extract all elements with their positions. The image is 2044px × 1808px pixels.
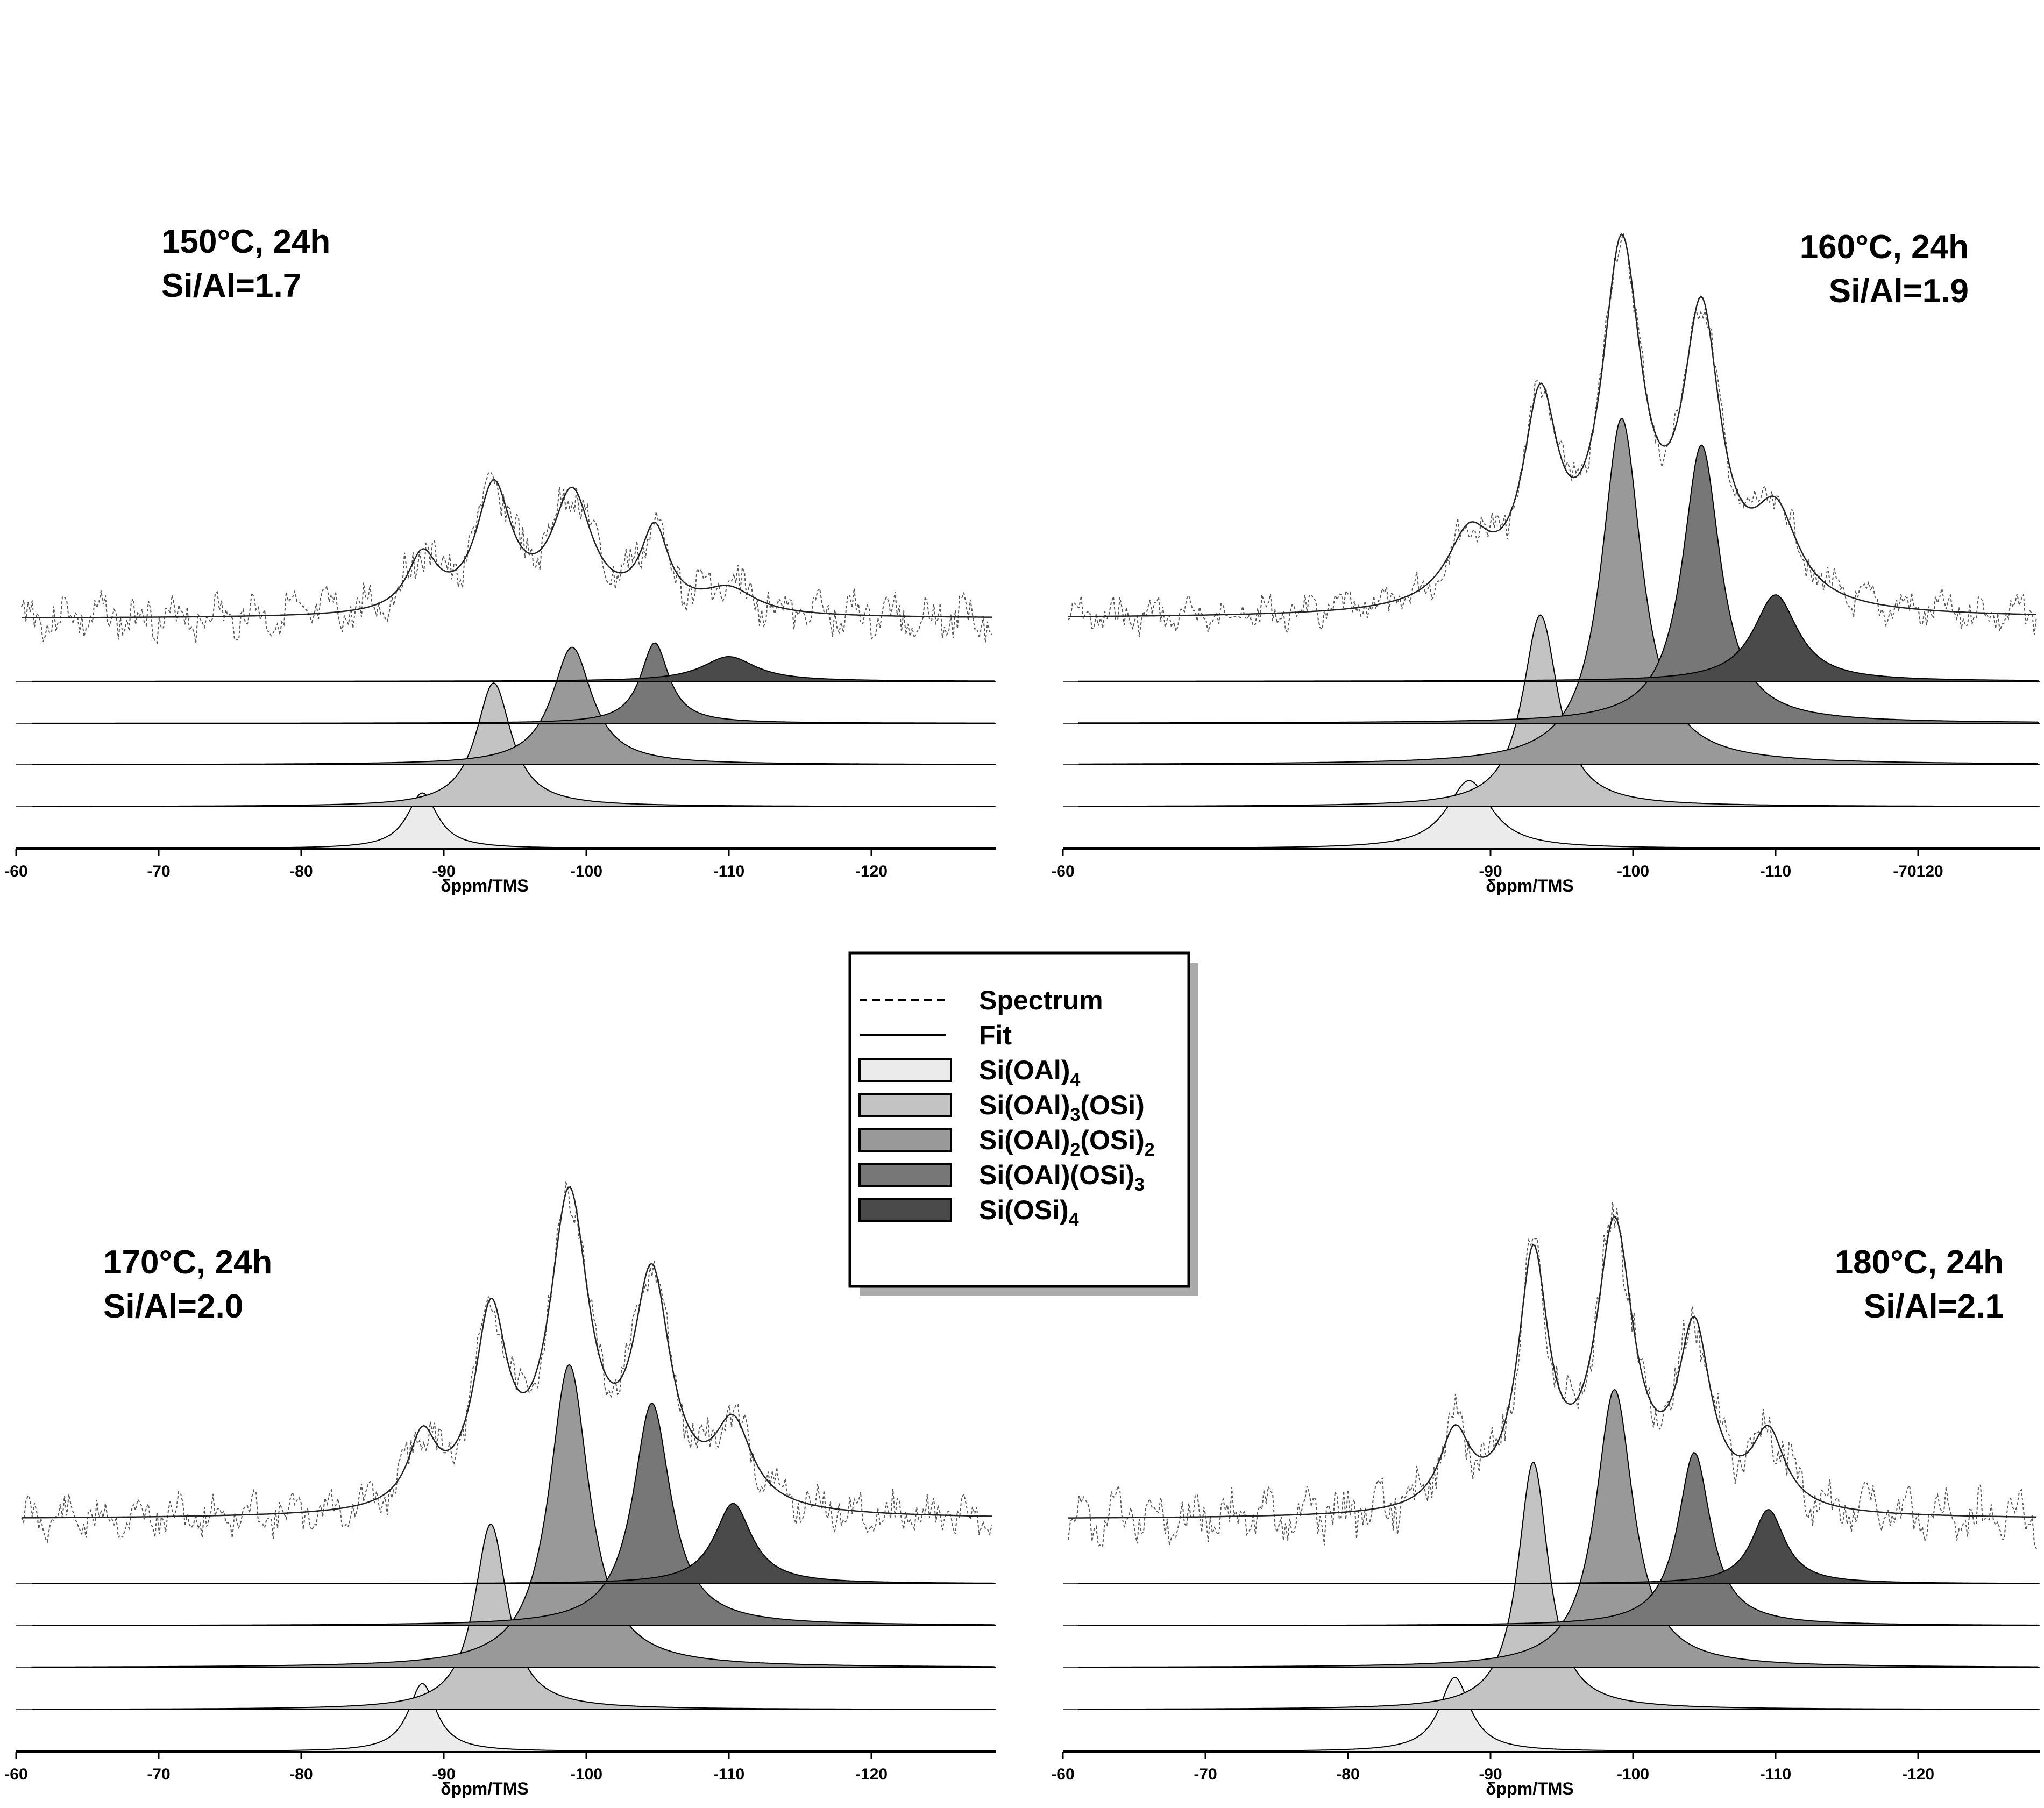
peak-si-osi-4 (1078, 1509, 2039, 1584)
condition-label: Si/Al=1.9 (1829, 273, 1969, 310)
x-tick-label: -120 (855, 863, 888, 880)
peak-si-oal--osi-3 (32, 1402, 997, 1626)
spectrum-panel-bottom-left: -60 -70 -80 -90 -100 -110 -120 δppm/TMS 170°C, 2… (4, 1181, 997, 1798)
peak-si-osi-4 (1078, 594, 2040, 682)
legend-label: Fit (979, 1020, 1012, 1050)
x-tick-label: -70120 (1893, 863, 1943, 880)
legend-swatch (858, 1128, 952, 1152)
condition-label: 150°C, 24h (161, 223, 330, 260)
condition-label: Si/Al=2.1 (1864, 1288, 2004, 1325)
x-tick-label: -90 (1479, 1766, 1502, 1783)
peak-si-oal--osi-3 (1078, 444, 2040, 724)
x-tick-label: -70 (147, 863, 170, 880)
condition-label: 170°C, 24h (103, 1244, 272, 1281)
x-tick-label: -100 (570, 1766, 602, 1783)
x-tick-label: -60 (4, 863, 27, 880)
x-tick-label: -60 (1051, 863, 1074, 880)
legend-label: Si(OSi)4 (979, 1195, 1079, 1230)
peak-si-oal--osi-3 (32, 642, 996, 724)
x-tick-label: -70 (147, 1766, 170, 1783)
x-tick-label: -80 (289, 863, 313, 880)
spectrum-curve (1068, 1202, 2037, 1549)
peak-si-oal-2-osi-2 (32, 1364, 997, 1668)
peak-si-osi-4 (32, 656, 996, 682)
x-tick-label: -100 (1617, 1766, 1649, 1783)
x-axis-label: δppm/TMS (441, 876, 528, 895)
x-tick-label: -120 (855, 1766, 888, 1783)
legend-swatch (858, 1058, 952, 1082)
x-axis-label: δppm/TMS (1486, 876, 1573, 895)
x-tick-label: -110 (713, 1766, 744, 1783)
legend: Spectrum Fit Si(OAl)4Si(OAl)3(OSi)Si(OAl)2… (848, 951, 1198, 1296)
peak-si-oal--osi-3 (1078, 1452, 2039, 1626)
legend-swatch (858, 1093, 952, 1117)
peak-si-osi-4 (32, 1503, 996, 1584)
legend-swatch (858, 1163, 952, 1187)
condition-label: 180°C, 24h (1835, 1244, 2004, 1281)
legend-box (848, 951, 1190, 1288)
x-tick-label: -80 (289, 1766, 313, 1783)
condition-label: Si/Al=1.7 (161, 267, 301, 304)
x-tick-label: -90 (1479, 863, 1502, 880)
legend-label: Si(OAl)4 (979, 1055, 1080, 1090)
x-tick-label: -70 (1194, 1766, 1217, 1783)
x-tick-label: -80 (1336, 1766, 1359, 1783)
spectrum-curve (21, 1181, 992, 1543)
peak-si-oal-3-osi- (32, 682, 996, 807)
condition-label: 160°C, 24h (1800, 229, 1969, 266)
legend-label: Spectrum (979, 985, 1103, 1015)
x-tick-label: -90 (432, 1766, 455, 1783)
fit-curve (22, 479, 992, 618)
legend-label: Si(OAl)2(OSi)2 (979, 1125, 1155, 1160)
peak-si-oal-4 (32, 792, 996, 849)
legend-label: Si(OAl)(OSi)3 (979, 1160, 1145, 1195)
x-axis-label: δppm/TMS (1486, 1779, 1573, 1798)
x-tick-label: -90 (432, 863, 455, 880)
legend-swatch (858, 1198, 952, 1222)
x-tick-label: -100 (1617, 863, 1649, 880)
x-tick-label: -60 (4, 1766, 27, 1783)
fit-curve (1068, 1215, 2037, 1519)
x-axis-label: δppm/TMS (441, 1779, 528, 1798)
x-tick-label: -110 (713, 863, 744, 880)
peak-si-oal-4 (1078, 1676, 2039, 1752)
spectrum-panel-bottom-right: -60 -70 -80 -90 -100 -110 -120 δppm/TMS 180°C, 2… (1051, 1202, 2040, 1798)
spectrum-curve (21, 471, 992, 645)
x-tick-label: -100 (570, 863, 602, 880)
condition-label: Si/Al=2.0 (103, 1288, 243, 1325)
peak-si-oal-3-osi- (32, 1523, 996, 1710)
x-tick-label: -120 (1902, 1766, 1934, 1783)
peak-si-oal-2-osi-2 (32, 646, 996, 765)
peak-si-oal-4 (1078, 780, 2039, 849)
fit-curve (21, 1186, 992, 1519)
peak-si-oal-4 (32, 1683, 996, 1752)
x-tick-label: -110 (1760, 1766, 1791, 1783)
fit-curve (1068, 233, 2037, 617)
x-tick-label: -60 (1051, 1766, 1074, 1783)
peak-si-oal-3-osi- (1078, 614, 2039, 807)
legend-label: Si(OAl)3(OSi) (979, 1090, 1145, 1125)
x-tick-label: -110 (1760, 863, 1791, 880)
spectrum-panel-top-left: -60 -70 -80 -90 -100 -110 -120 δppm/TMS 150°C, 2… (4, 223, 996, 895)
